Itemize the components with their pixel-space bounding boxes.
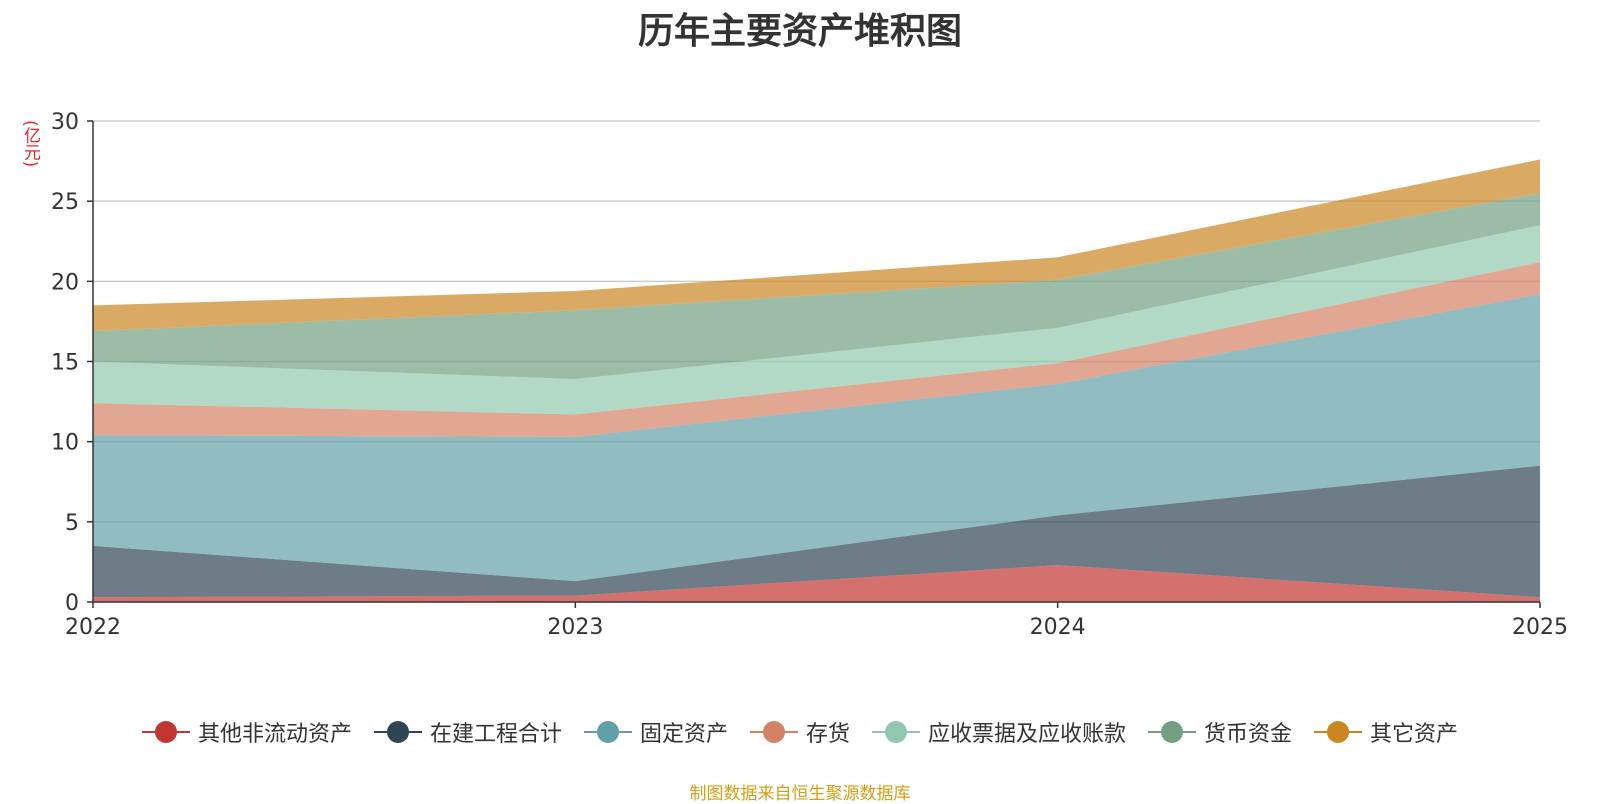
legend-item-3[interactable]: 存货 [749,716,850,748]
data-source-note: 制图数据来自恒生聚源数据库 [689,784,911,804]
legend-marker-dot [1327,721,1350,743]
legend-marker-dot [762,721,785,743]
legend-item-6[interactable]: 其它资产 [1314,716,1458,748]
legend-marker-icon [872,719,920,745]
legend-marker-icon [373,719,422,745]
x-tick-label-2023: 2023 [547,615,603,640]
y-tick-label-15: 15 [51,351,79,376]
legend-marker-icon [141,719,190,745]
legend-marker-dot [386,721,409,743]
legend-marker-dot [596,721,619,743]
x-tick-label-2025: 2025 [1512,615,1568,640]
area-series-group [93,159,1540,602]
legend-marker-icon [749,719,798,745]
y-tick-label-30: 30 [51,110,79,135]
area-series-6 [93,159,1540,332]
y-tick-label-25: 25 [51,190,79,215]
y-tick-label-5: 5 [65,511,79,536]
area-series-3 [93,262,1540,437]
legend-item-2[interactable]: 固定资产 [583,716,728,748]
x-tick-label-2022: 2022 [65,615,121,640]
legend-label: 应收票据及应收账款 [928,722,1127,747]
area-series-0 [93,565,1540,602]
area-series-5 [93,193,1540,380]
legend-label: 货币资金 [1204,722,1293,747]
legend-label: 固定资产 [639,722,728,747]
legend: 其他非流动资产 在建工程合计 固定资产 存货 应收票据及应收账款 货币资金 其它资产 [0,716,1600,748]
legend-item-5[interactable]: 货币资金 [1148,716,1292,748]
chart-title: 历年主要资产堆积图 [637,11,962,52]
legend-label: 其它资产 [1370,722,1459,747]
legend-marker-dot [154,721,177,743]
y-tick-label-0: 0 [65,591,79,616]
x-tick-label-2024: 2024 [1030,615,1086,640]
legend-label: 在建工程合计 [429,722,562,747]
legend-label: 其他非流动资产 [197,722,352,747]
legend-item-1[interactable]: 在建工程合计 [373,716,562,748]
legend-label: 存货 [805,722,850,747]
area-series-2 [93,294,1540,582]
legend-item-4[interactable]: 应收票据及应收账款 [872,716,1126,748]
legend-marker-icon [1148,719,1197,745]
area-series-4 [93,225,1540,415]
legend-marker-dot [1161,721,1184,743]
y-tick-label-10: 10 [51,431,79,456]
area-series-1 [93,465,1540,598]
legend-marker-dot [885,721,907,743]
y-tick-label-20: 20 [51,270,79,295]
legend-marker-icon [1314,719,1363,745]
legend-item-0[interactable]: 其他非流动资产 [141,716,352,748]
y-axis-unit: (亿元) [20,120,40,168]
legend-marker-icon [583,719,632,745]
